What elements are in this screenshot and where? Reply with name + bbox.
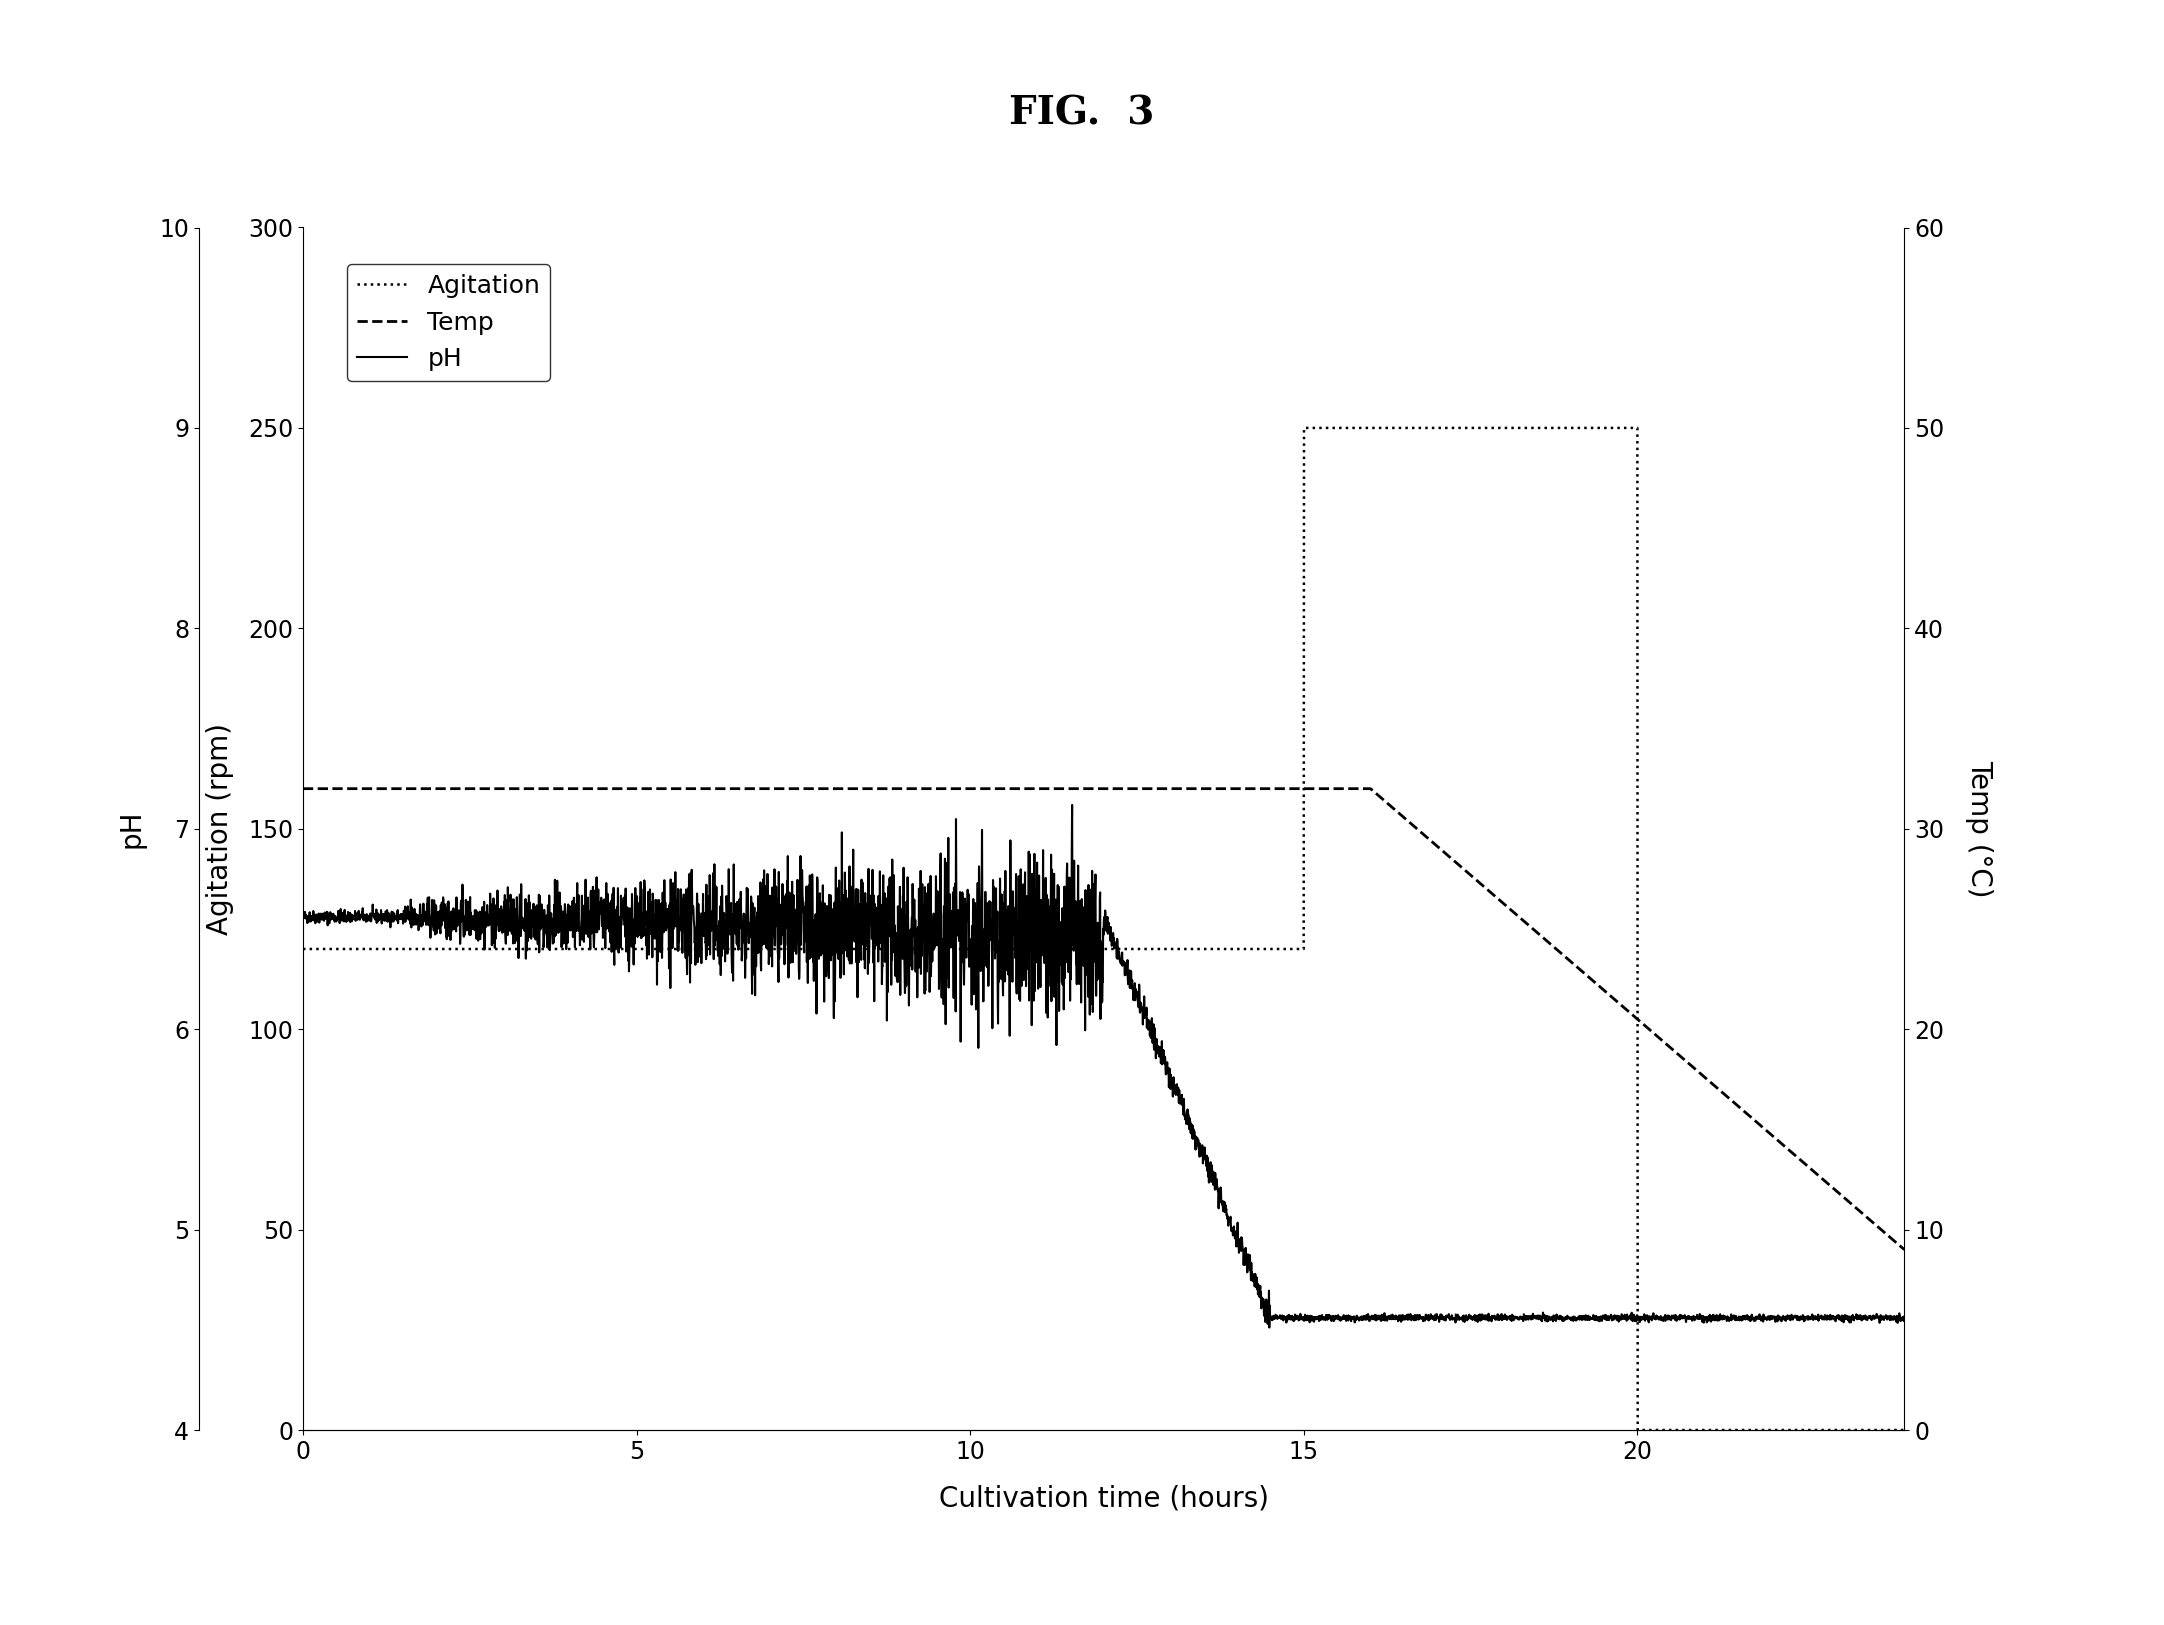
Y-axis label: pH: pH <box>117 809 145 848</box>
Legend: Agitation, Temp, pH: Agitation, Temp, pH <box>348 263 550 380</box>
Y-axis label: Temp (°C): Temp (°C) <box>1965 760 1993 897</box>
Y-axis label: Agitation (rpm): Agitation (rpm) <box>206 723 234 934</box>
Text: FIG.  3: FIG. 3 <box>1008 94 1156 133</box>
X-axis label: Cultivation time (hours): Cultivation time (hours) <box>939 1485 1268 1513</box>
